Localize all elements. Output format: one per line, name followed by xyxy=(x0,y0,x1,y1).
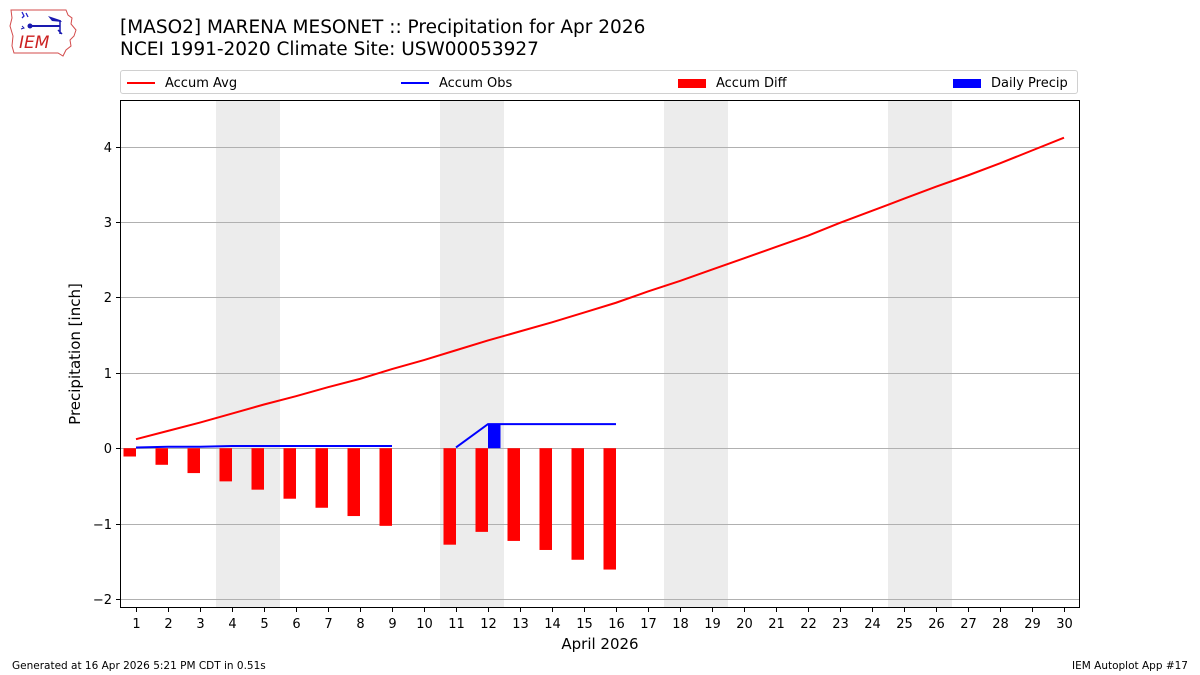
accum-diff-bar xyxy=(571,448,584,560)
app-id: IEM Autoplot App #17 xyxy=(1072,660,1188,672)
weekend-band xyxy=(664,100,728,608)
chart-legend: Accum Avg Accum Obs Accum Diff Daily Pre… xyxy=(120,70,1078,94)
x-tick-label: 11 xyxy=(448,617,465,632)
x-tick-label: 21 xyxy=(768,617,785,632)
y-axis-label: Precipitation [inch] xyxy=(66,283,84,425)
y-tick-label: −2 xyxy=(93,593,112,608)
x-axis: 1 2 3 4 5 6 7 8 9 10 11 12 13 14 15 16 17 18 19 20 21 22 23 24 2… xyxy=(132,608,1073,632)
accum-diff-bar xyxy=(315,448,328,508)
accum-diff-bar xyxy=(603,448,616,570)
x-tick-label: 28 xyxy=(992,617,1009,632)
y-tick-label: 1 xyxy=(104,367,112,382)
chart-title: [MASO2] MARENA MESONET :: Precipitation … xyxy=(120,17,645,61)
accum-diff-bar xyxy=(251,448,264,490)
x-tick-label: 23 xyxy=(832,617,849,632)
logo-text: IEM xyxy=(19,33,50,53)
accum-diff-bar xyxy=(187,448,200,474)
daily-precip-bar xyxy=(488,424,501,449)
x-tick-label: 6 xyxy=(292,617,300,632)
x-tick-label: 16 xyxy=(608,617,625,632)
x-tick-label: 3 xyxy=(196,617,204,632)
iem-logo: IEM xyxy=(8,6,80,58)
x-tick-label: 4 xyxy=(228,617,236,632)
x-tick-label: 7 xyxy=(324,617,332,632)
legend-label: Accum Avg xyxy=(165,75,238,91)
y-tick-label: 3 xyxy=(104,216,112,231)
x-tick-label: 14 xyxy=(544,617,561,632)
x-tick-label: 25 xyxy=(896,617,913,632)
x-tick-label: 18 xyxy=(672,617,689,632)
x-tick-label: 26 xyxy=(928,617,945,632)
daily-precip-bars xyxy=(488,424,501,449)
x-tick-label: 27 xyxy=(960,617,977,632)
legend-label: Daily Precip xyxy=(991,75,1068,91)
x-axis-label: April 2026 xyxy=(561,635,638,653)
plot-frame xyxy=(120,100,1080,608)
legend-swatch-accum-obs xyxy=(401,82,429,84)
accum-obs-line xyxy=(455,423,616,449)
weekend-band xyxy=(216,100,280,608)
series-lines xyxy=(135,136,1065,449)
y-tick-label: 2 xyxy=(104,291,112,306)
generated-timestamp: Generated at 16 Apr 2026 5:21 PM CDT in … xyxy=(12,660,266,672)
iowa-map-icon: IEM xyxy=(9,9,77,57)
accum-diff-bar xyxy=(347,448,360,517)
accum-diff-bar xyxy=(219,448,232,482)
x-tick-label: 10 xyxy=(416,617,433,632)
x-tick-label: 22 xyxy=(800,617,817,632)
legend-label: Accum Obs xyxy=(439,75,513,91)
legend-swatch-accum-avg xyxy=(127,82,155,84)
title-line-2: NCEI 1991-2020 Climate Site: USW00053927 xyxy=(120,39,539,60)
y-tick-label: 4 xyxy=(104,141,112,156)
x-tick-label: 30 xyxy=(1056,617,1073,632)
legend-item-daily-precip: Daily Precip xyxy=(953,74,1068,92)
weekend-band xyxy=(888,100,952,608)
x-tick-label: 8 xyxy=(356,617,364,632)
legend-label: Accum Diff xyxy=(716,75,787,91)
accum-diff-bar xyxy=(443,448,456,545)
accum-avg-line xyxy=(135,136,1065,441)
accum-diff-bar xyxy=(155,448,168,465)
x-tick-label: 9 xyxy=(388,617,396,632)
x-tick-label: 24 xyxy=(864,617,881,632)
accum-diff-bar xyxy=(539,448,552,550)
y-tick-label: −1 xyxy=(93,518,112,533)
x-tick-label: 29 xyxy=(1024,617,1041,632)
legend-swatch-daily-precip xyxy=(953,78,981,88)
x-tick-label: 20 xyxy=(736,617,753,632)
legend-item-accum-avg: Accum Avg xyxy=(127,74,237,92)
title-line-1: [MASO2] MARENA MESONET :: Precipitation … xyxy=(120,17,646,38)
x-tick-label: 12 xyxy=(480,617,497,632)
x-tick-label: 5 xyxy=(260,617,268,632)
legend-item-accum-diff: Accum Diff xyxy=(678,74,787,92)
x-tick-label: 17 xyxy=(640,617,657,632)
accum-diff-bar xyxy=(507,448,520,541)
y-tick-label: 0 xyxy=(104,442,112,457)
x-tick-label: 2 xyxy=(164,617,172,632)
legend-item-accum-obs: Accum Obs xyxy=(401,74,512,92)
accum-diff-bars xyxy=(123,448,616,570)
y-axis: −2 −1 0 1 2 3 4 xyxy=(93,141,120,608)
x-tick-label: 19 xyxy=(704,617,721,632)
accum-obs-line xyxy=(135,444,392,449)
legend-swatch-accum-diff xyxy=(678,78,706,88)
accum-diff-bar xyxy=(283,448,296,499)
accum-diff-bar xyxy=(379,448,392,526)
accum-diff-bar xyxy=(123,448,136,457)
x-tick-label: 15 xyxy=(576,617,593,632)
accum-diff-bar xyxy=(475,448,488,532)
y-gridlines xyxy=(120,147,1080,600)
x-tick-label: 13 xyxy=(512,617,529,632)
x-tick-label: 1 xyxy=(132,617,140,632)
